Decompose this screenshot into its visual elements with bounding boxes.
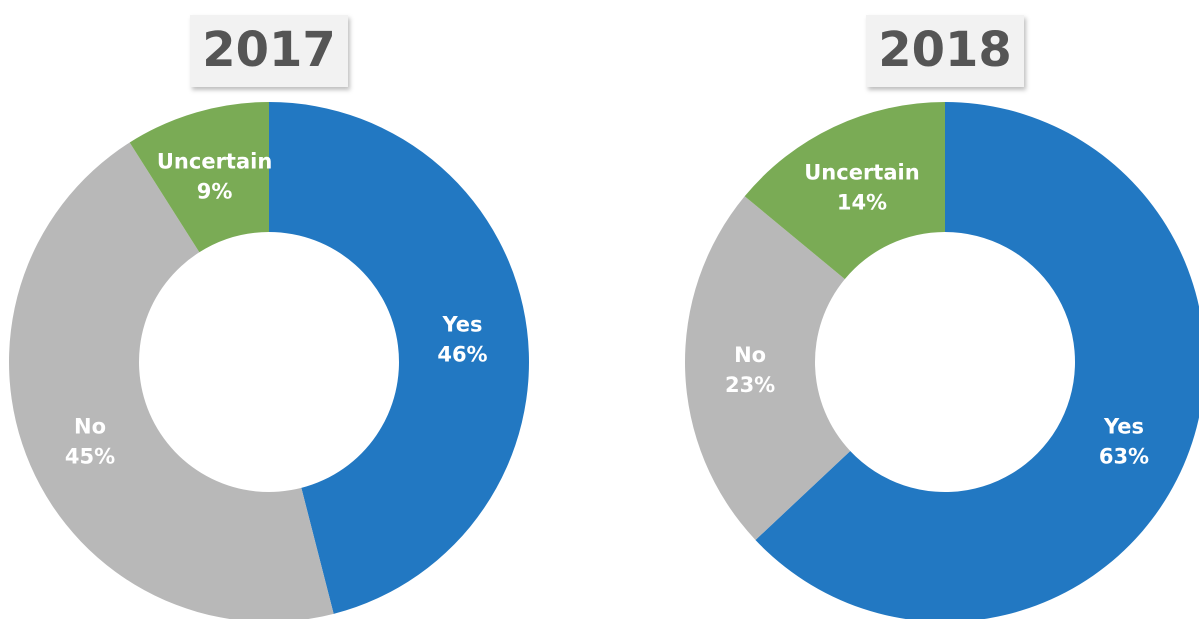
slice-value-label: 23%: [725, 373, 775, 397]
slice-value-label: 45%: [65, 444, 115, 468]
title-box: [190, 15, 348, 87]
slice: [9, 142, 334, 619]
slice: [755, 102, 1199, 619]
slice-category: Uncertain: [804, 161, 919, 185]
slice: [129, 102, 269, 253]
title-box: [866, 15, 1024, 87]
slice-category: Uncertain: [157, 150, 272, 174]
slice-value-label: 46%: [437, 343, 487, 367]
slice-value-label: 14%: [837, 191, 887, 215]
slice: [744, 102, 945, 280]
slice: [269, 102, 529, 614]
slice-category: No: [74, 414, 106, 438]
chart-title: 2018: [878, 22, 1012, 78]
slice-value-label: 9%: [197, 180, 233, 204]
slice: [685, 196, 851, 540]
chart-title: 2017: [202, 22, 336, 78]
slice-category: Yes: [441, 313, 482, 337]
slice-value-label: 63%: [1099, 444, 1149, 468]
slice-category: No: [734, 343, 766, 367]
slice-category: Yes: [1103, 414, 1144, 438]
